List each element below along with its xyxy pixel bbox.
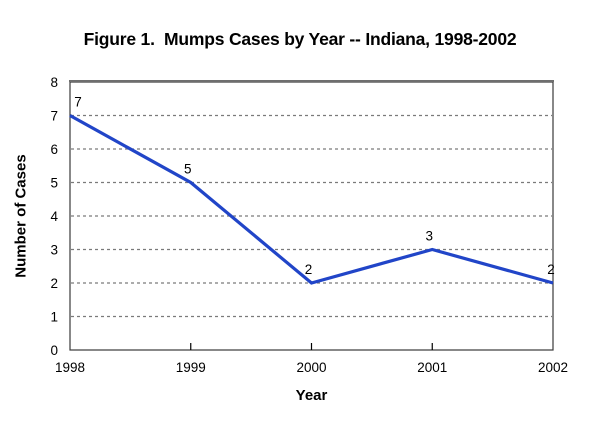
x-tick-label: 1998 [55, 360, 85, 375]
x-tick-label: 2002 [538, 360, 568, 375]
x-axis-title: Year [295, 387, 328, 404]
x-tick-label: 1999 [176, 360, 206, 375]
data-label: 2 [305, 262, 313, 277]
chart-title: Figure 1. Mumps Cases by Year -- Indiana… [83, 29, 517, 49]
y-tick-label: 3 [50, 243, 58, 258]
x-tick-label: 2001 [417, 360, 447, 375]
data-line [69, 114, 554, 285]
y-tick-label: 7 [50, 109, 58, 124]
y-tick-label: 1 [50, 310, 58, 325]
y-tick-label: 2 [50, 276, 58, 291]
x-tick-label: 2000 [296, 360, 326, 375]
data-label: 3 [425, 229, 433, 244]
data-label: 5 [184, 162, 192, 177]
y-tick-label: 0 [50, 343, 58, 358]
data-label: 2 [547, 262, 555, 277]
data-label: 7 [74, 95, 82, 110]
y-tick-label: 6 [50, 142, 58, 157]
y-tick-label: 5 [50, 176, 58, 191]
y-axis-title: Number of Cases [12, 154, 30, 278]
y-tick-label: 8 [50, 75, 58, 90]
y-tick-label: 4 [50, 209, 58, 224]
